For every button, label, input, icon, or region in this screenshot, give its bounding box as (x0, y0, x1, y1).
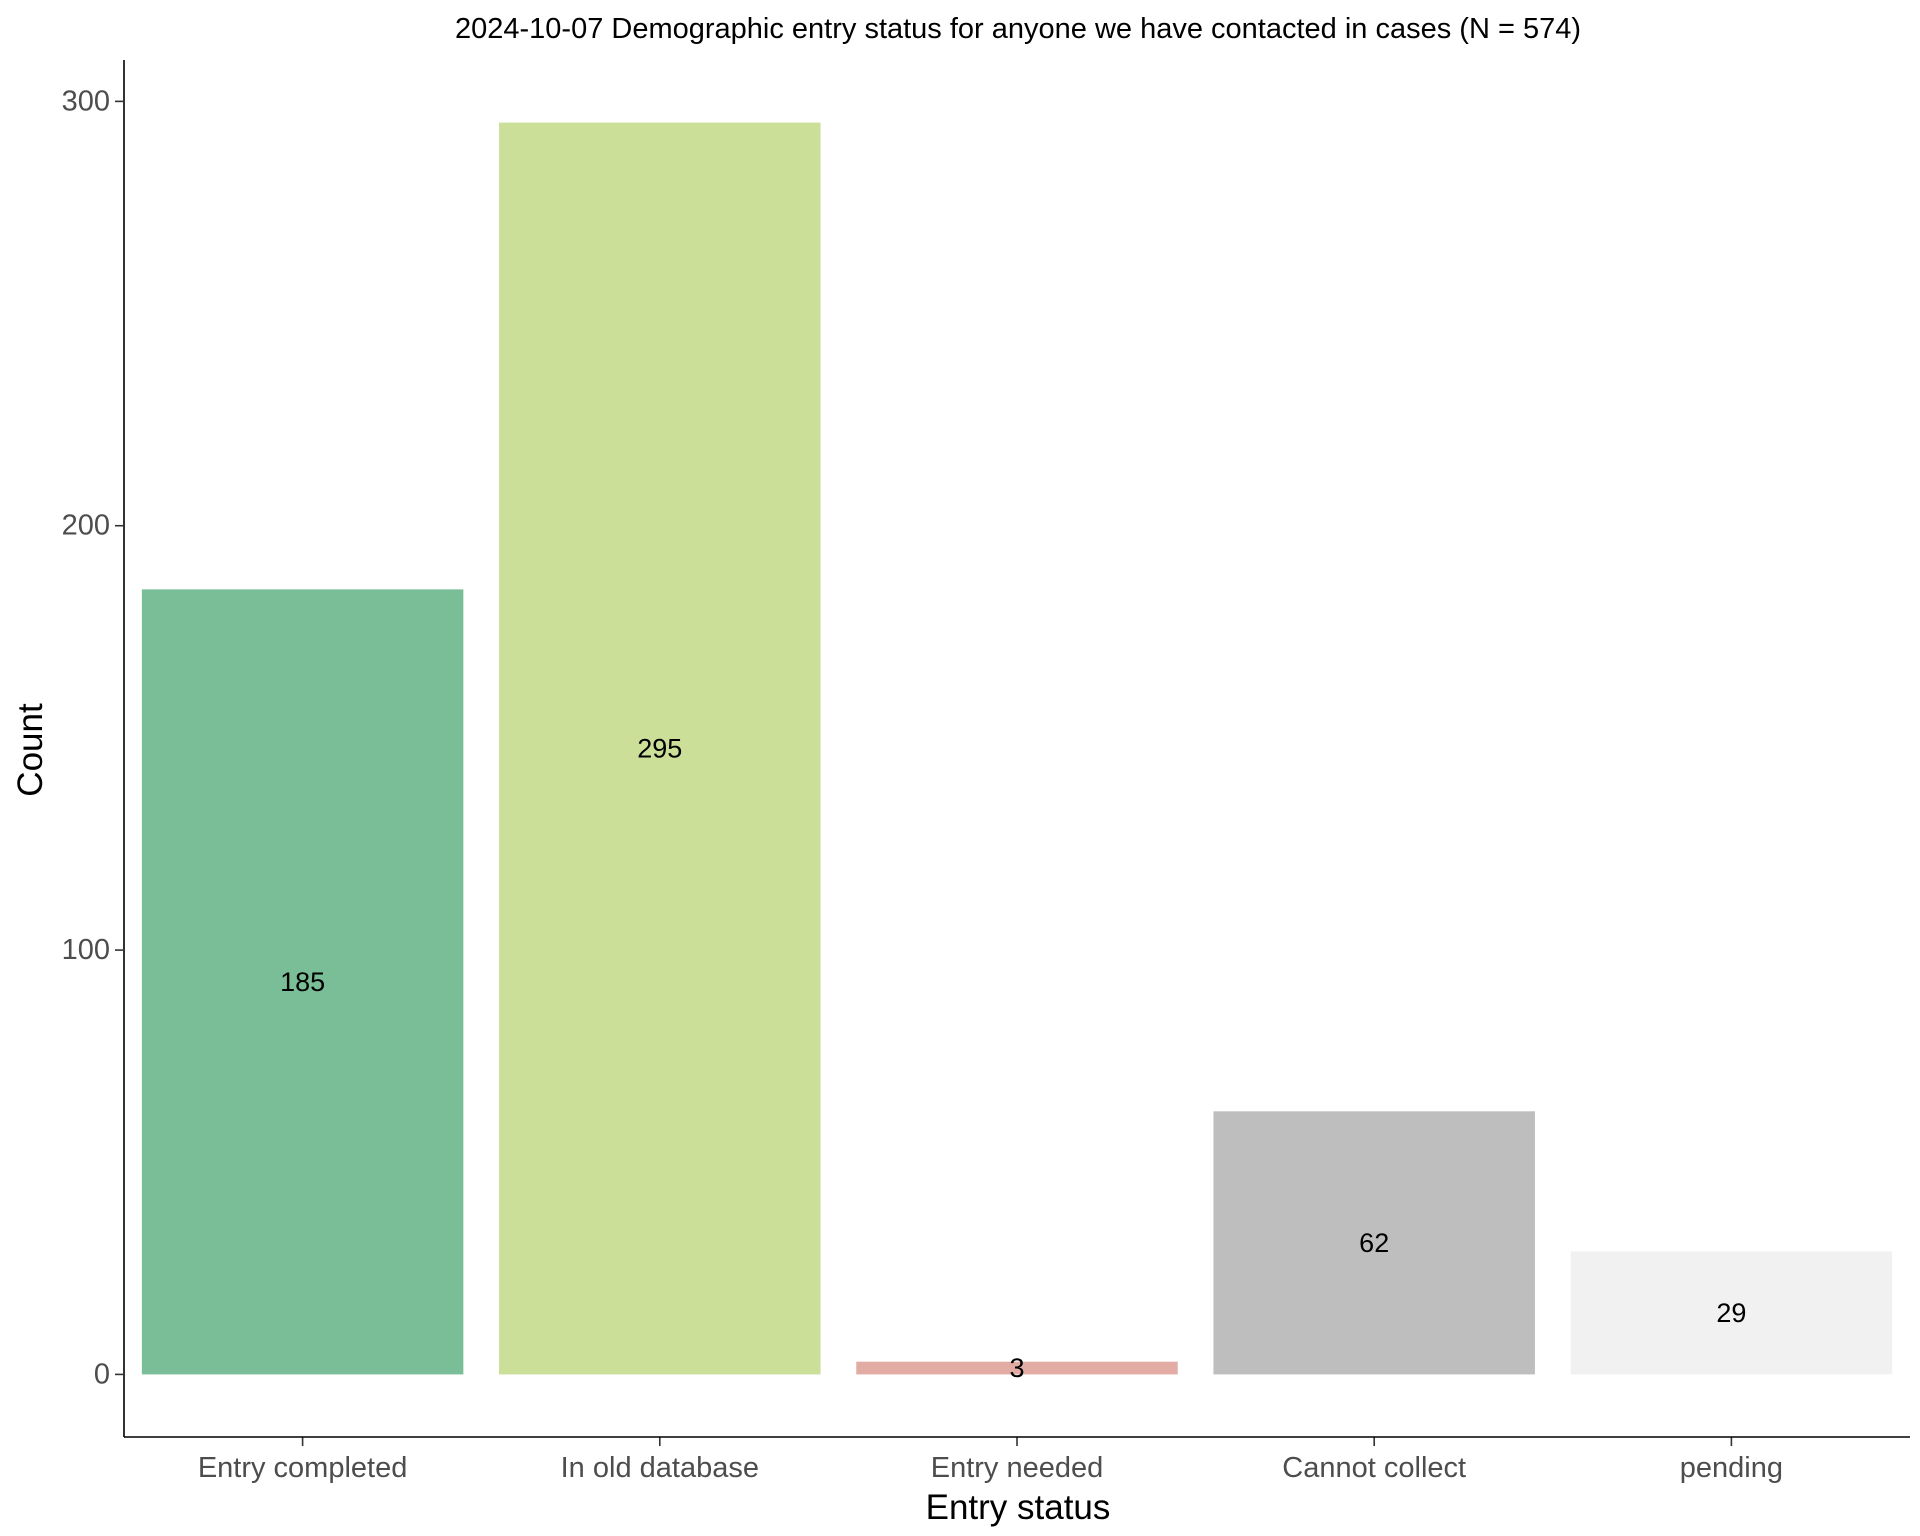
bars-layer (141, 122, 1893, 1375)
x-axis-title: Entry status (926, 1488, 1111, 1527)
bar-4 (1570, 1251, 1893, 1375)
data-labels-layer: 185 295 3 62 29 (280, 734, 1746, 1384)
y-axis: 0 100 200 300 (62, 60, 125, 1437)
bar-2 (856, 1361, 1178, 1375)
bar-0 (141, 589, 464, 1375)
x-tick-label-2: Entry needed (931, 1452, 1104, 1484)
data-label-4: 29 (1716, 1298, 1746, 1328)
y-tick-label-3: 300 (62, 85, 110, 117)
x-tick-label-4: pending (1680, 1452, 1783, 1484)
x-tick-label-3: Cannot collect (1282, 1452, 1466, 1484)
data-label-2: 3 (1009, 1353, 1024, 1383)
data-label-0: 185 (280, 967, 325, 997)
x-tick-label-1: In old database (561, 1452, 759, 1484)
bar-3 (1213, 1111, 1535, 1375)
data-label-3: 62 (1359, 1228, 1389, 1258)
y-tick-label-1: 100 (62, 934, 110, 966)
x-axis: Entry completed In old database Entry need… (124, 1436, 1910, 1484)
y-tick-label-2: 200 (62, 510, 110, 542)
bar-1 (499, 122, 821, 1375)
y-tick-label-0: 0 (94, 1358, 110, 1390)
y-axis-title: Count (11, 703, 50, 797)
chart-title: 2024-10-07 Demographic entry status for … (455, 13, 1581, 45)
data-label-1: 295 (637, 734, 682, 764)
x-tick-label-0: Entry completed (198, 1452, 408, 1484)
